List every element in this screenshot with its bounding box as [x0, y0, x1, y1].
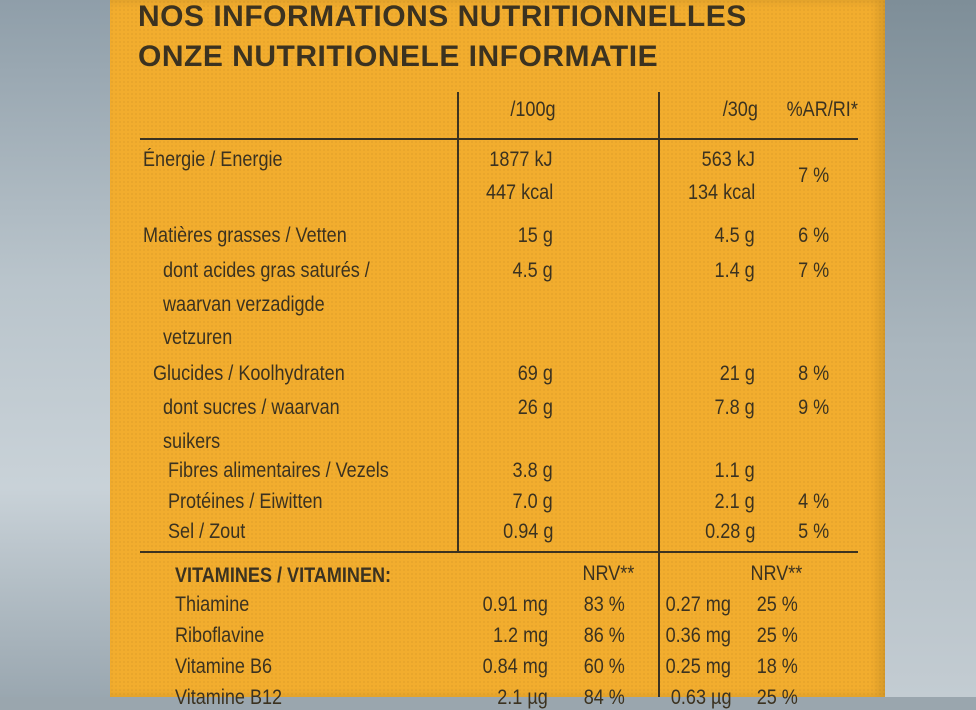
value-ri: 6 % — [797, 224, 829, 247]
vitamin-per-100g: 0.84 mg — [482, 655, 548, 678]
vitamin-nrv-100g: 83 % — [583, 593, 625, 616]
vitamin-nrv-30g: 18 % — [756, 655, 798, 678]
vitamin-name: Vitamine B12 — [175, 686, 283, 709]
nrv-label-30g: NRV** — [750, 562, 802, 585]
column-ri: %AR/RI* — [786, 98, 858, 121]
nutrient-name: Fibres alimentaires / Vezels — [168, 459, 389, 482]
vitamin-nrv-30g: 25 % — [756, 686, 798, 709]
title-french: NOS INFORMATIONS NUTRITIONNELLES — [138, 0, 747, 33]
value-per-30g: 7.8 g — [714, 396, 755, 419]
value-ri: 4 % — [797, 490, 829, 513]
vertical-rule-2 — [658, 92, 660, 697]
vitamin-nrv-100g: 60 % — [583, 655, 625, 678]
nutrient-name: Énergie / Energie — [143, 148, 283, 171]
cereal-box-panel — [110, 0, 885, 697]
nutrient-name: suikers — [163, 429, 221, 453]
value-per-30g: 1.4 g — [714, 259, 755, 282]
value-ri: 8 % — [797, 362, 829, 385]
value-per-100g: 0.94 g — [502, 520, 553, 543]
vitamin-per-30g: 0.63 µg — [670, 686, 731, 709]
vitamin-per-100g: 0.91 mg — [482, 593, 548, 616]
value-per-100g: 4.5 g — [512, 259, 553, 282]
nutrient-name: Glucides / Koolhydraten — [153, 362, 345, 385]
nutrient-name: vetzuren — [163, 326, 233, 349]
nutrient-name: Sel / Zout — [168, 520, 246, 543]
vitamin-per-100g: 1.2 mg — [492, 624, 548, 647]
header-rule — [140, 138, 858, 140]
value-ri: 9 % — [797, 396, 829, 419]
vitamin-nrv-100g: 84 % — [583, 686, 625, 709]
nutrient-name: waarvan verzadigde — [163, 292, 325, 316]
vitamin-name: Thiamine — [175, 593, 250, 616]
vitamin-per-30g: 0.25 mg — [665, 655, 731, 678]
value-per-100g: 447 kcal — [485, 181, 553, 204]
value-per-30g: 0.28 g — [704, 520, 755, 543]
vitamins-heading: VITAMINES / VITAMINEN: — [175, 564, 392, 587]
value-per-100g: 1877 kJ — [489, 148, 553, 171]
value-per-100g: 3.8 g — [512, 459, 553, 482]
value-per-100g: 15 g — [517, 224, 553, 247]
vitamin-nrv-100g: 86 % — [583, 624, 625, 647]
value-per-30g: 21 g — [719, 362, 755, 385]
nrv-label-100g: NRV** — [582, 562, 634, 585]
nutrient-name: Matières grasses / Vetten — [143, 224, 347, 247]
value-per-30g: 4.5 g — [714, 224, 755, 247]
nutrient-name: dont sucres / waarvan — [163, 396, 340, 419]
nutrient-name: dont acides gras saturés / — [163, 259, 370, 282]
value-ri: 5 % — [797, 520, 829, 543]
background-right — [885, 0, 976, 697]
vitamin-nrv-30g: 25 % — [756, 624, 798, 647]
value-ri: 7 % — [797, 259, 829, 282]
vitamin-per-30g: 0.36 mg — [665, 624, 731, 647]
value-per-30g: 134 kcal — [687, 181, 755, 204]
section-rule — [140, 551, 858, 553]
background-left — [0, 0, 110, 697]
column-per-100g: /100g — [510, 98, 556, 121]
value-per-100g: 7.0 g — [512, 490, 553, 513]
nutrient-name: Protéines / Eiwitten — [168, 490, 323, 513]
value-per-100g: 69 g — [517, 362, 553, 385]
title-dutch: ONZE NUTRITIONELE INFORMATIE — [138, 40, 659, 73]
value-per-30g: 563 kJ — [701, 148, 755, 171]
value-per-30g: 2.1 g — [714, 490, 755, 513]
value-per-30g: 1.1 g — [714, 459, 755, 482]
vitamin-nrv-30g: 25 % — [756, 593, 798, 616]
vertical-rule-1 — [457, 92, 459, 552]
column-per-30g: /30g — [722, 98, 758, 121]
vitamin-per-100g: 2.1 µg — [497, 686, 548, 709]
vitamin-name: Vitamine B6 — [175, 655, 273, 678]
vitamin-per-30g: 0.27 mg — [665, 593, 731, 616]
value-ri: 7 % — [797, 164, 829, 187]
vitamin-name: Riboflavine — [175, 624, 265, 647]
value-per-100g: 26 g — [517, 396, 553, 419]
